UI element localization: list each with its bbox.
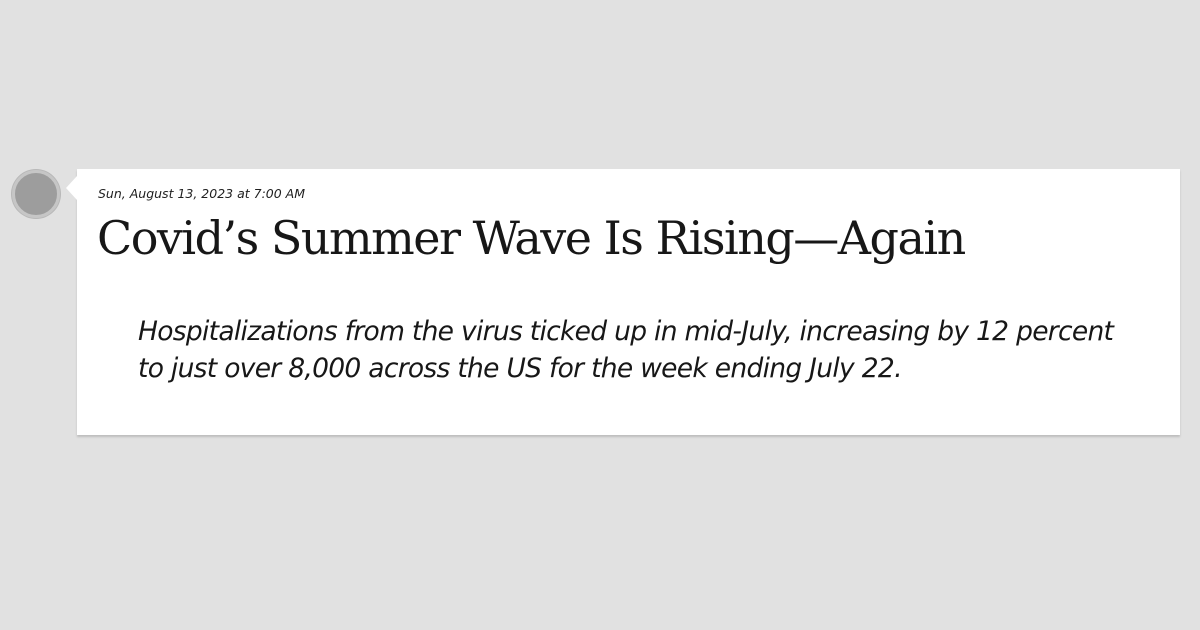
post-headline: Covid’s Summer Wave Is Rising—Again <box>97 211 966 265</box>
avatar <box>12 170 60 218</box>
post-timestamp: Sun, August 13, 2023 at 7:00 AM <box>98 186 305 201</box>
post-card: Sun, August 13, 2023 at 7:00 AM Covid’s … <box>66 169 1180 435</box>
speech-pointer <box>66 176 77 200</box>
post-dek: Hospitalizations from the virus ticked u… <box>138 316 1114 384</box>
